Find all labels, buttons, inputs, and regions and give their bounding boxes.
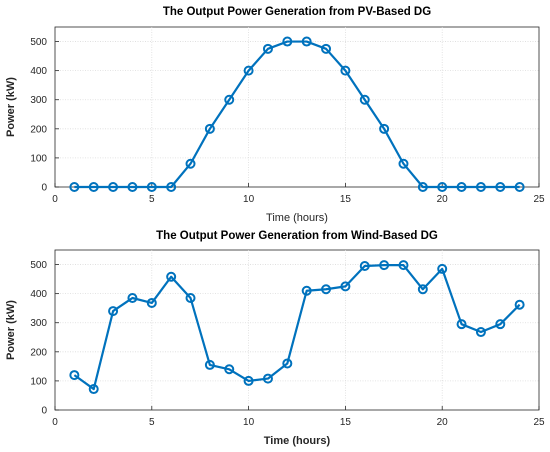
pv-y-tick-label: 100 bbox=[30, 153, 47, 164]
pv-data-point-hour-17 bbox=[379, 123, 390, 134]
wind-y-tick-label: 0 bbox=[41, 406, 47, 417]
wind-y-tick-label: 200 bbox=[30, 347, 47, 358]
pv-y-tick-label: 0 bbox=[41, 183, 47, 194]
pv-series bbox=[69, 36, 525, 192]
pv-data-point-hour-21 bbox=[456, 182, 467, 192]
pv-x-axis-label: Time (hours) bbox=[266, 212, 328, 224]
wind-x-tick-label: 15 bbox=[340, 417, 352, 428]
wind-y-ticks: 0 100 200 300 400 500 bbox=[30, 260, 59, 417]
wind-y-tick-label: 400 bbox=[30, 289, 47, 300]
pv-data-point-hour-5 bbox=[146, 182, 157, 192]
wind-data-point-hour-22 bbox=[475, 327, 486, 338]
pv-data-point-hour-10 bbox=[243, 65, 254, 76]
wind-data-point-hour-2 bbox=[88, 384, 99, 395]
wind-data-point-hour-7 bbox=[185, 293, 196, 303]
pv-data-point-hour-22 bbox=[475, 182, 486, 192]
wind-x-tick-label: 10 bbox=[243, 417, 255, 428]
wind-data-point-hour-23 bbox=[495, 319, 506, 330]
pv-x-ticks: 0 5 10 15 20 25 bbox=[52, 183, 545, 205]
wind-data-point-hour-6 bbox=[166, 271, 177, 282]
pv-data-point-hour-19 bbox=[417, 182, 428, 192]
pv-data-point-hour-18 bbox=[398, 158, 409, 169]
pv-y-tick-label: 400 bbox=[30, 66, 47, 77]
wind-data-point-hour-3 bbox=[108, 306, 119, 317]
pv-x-tick-label: 15 bbox=[340, 194, 352, 205]
wind-data-point-hour-13 bbox=[301, 285, 312, 296]
wind-data-point-hour-17 bbox=[379, 260, 390, 271]
pv-x-tick-label: 10 bbox=[243, 194, 255, 205]
pv-power-panel: The Output Power Generation from PV-Base… bbox=[5, 6, 545, 224]
pv-data-point-hour-14 bbox=[321, 43, 332, 54]
pv-x-tick-label: 0 bbox=[52, 194, 58, 205]
wind-data-point-hour-9 bbox=[224, 364, 235, 375]
wind-data-point-hour-1 bbox=[69, 370, 80, 381]
pv-x-tick-label: 5 bbox=[149, 194, 155, 205]
pv-chart-title: The Output Power Generation from PV-Base… bbox=[163, 6, 431, 18]
wind-data-point-hour-24 bbox=[514, 299, 525, 310]
pv-data-point-hour-4 bbox=[127, 182, 138, 192]
pv-data-point-hour-23 bbox=[495, 182, 506, 192]
wind-x-tick-label: 25 bbox=[533, 417, 545, 428]
pv-data-point-hour-3 bbox=[108, 182, 119, 192]
pv-data-point-hour-24 bbox=[514, 182, 525, 192]
pv-y-tick-label: 500 bbox=[30, 37, 47, 48]
wind-data-point-hour-11 bbox=[262, 373, 273, 384]
pv-data-point-hour-9 bbox=[224, 94, 235, 105]
wind-data-point-hour-16 bbox=[359, 261, 370, 271]
wind-data-point-hour-8 bbox=[204, 359, 215, 370]
pv-data-point-hour-1 bbox=[69, 182, 80, 192]
wind-data-point-hour-5 bbox=[146, 297, 157, 308]
wind-x-tick-label: 20 bbox=[437, 417, 449, 428]
pv-x-tick-label: 25 bbox=[533, 194, 545, 205]
wind-data-point-hour-21 bbox=[456, 319, 467, 330]
wind-y-tick-label: 500 bbox=[30, 260, 47, 271]
wind-data-point-hour-19 bbox=[417, 284, 428, 295]
pv-data-point-hour-20 bbox=[437, 182, 448, 192]
pv-y-axis-label: Power (kW) bbox=[5, 77, 17, 137]
wind-x-axis-label: Time (hours) bbox=[264, 435, 331, 447]
pv-data-point-hour-8 bbox=[204, 123, 215, 134]
wind-x-tick-label: 5 bbox=[149, 417, 155, 428]
wind-power-panel: The Output Power Generation from Wind-Ba… bbox=[5, 230, 545, 447]
wind-x-ticks: 0 5 10 15 20 25 bbox=[52, 406, 545, 428]
pv-data-point-hour-6 bbox=[166, 182, 177, 192]
wind-data-point-hour-4 bbox=[127, 293, 138, 303]
pv-x-tick-label: 20 bbox=[437, 194, 449, 205]
wind-series bbox=[69, 260, 525, 395]
wind-data-point-hour-20 bbox=[437, 263, 448, 274]
wind-y-tick-label: 300 bbox=[30, 318, 47, 329]
pv-y-tick-label: 200 bbox=[30, 124, 47, 135]
wind-data-point-hour-14 bbox=[321, 284, 332, 295]
wind-y-axis-label: Power (kW) bbox=[5, 300, 17, 360]
pv-data-point-hour-16 bbox=[359, 94, 370, 105]
pv-data-point-hour-11 bbox=[262, 43, 273, 54]
pv-y-ticks: 0 100 200 300 400 500 bbox=[30, 37, 59, 194]
wind-chart-title: The Output Power Generation from Wind-Ba… bbox=[156, 230, 438, 242]
wind-data-point-hour-18 bbox=[398, 260, 409, 271]
pv-data-point-hour-7 bbox=[185, 158, 196, 169]
wind-data-point-hour-15 bbox=[340, 281, 351, 292]
pv-data-point-hour-13 bbox=[301, 36, 312, 47]
pv-data-point-hour-12 bbox=[282, 36, 293, 47]
pv-data-point-hour-15 bbox=[340, 65, 351, 76]
pv-data-point-hour-2 bbox=[88, 182, 99, 192]
wind-data-point-hour-12 bbox=[282, 358, 293, 369]
wind-data-point-hour-10 bbox=[243, 375, 254, 386]
pv-plot-area bbox=[54, 26, 540, 188]
pv-y-tick-label: 300 bbox=[30, 95, 47, 106]
wind-x-tick-label: 0 bbox=[52, 417, 58, 428]
wind-y-tick-label: 100 bbox=[30, 376, 47, 387]
pv-gridlines bbox=[55, 27, 539, 187]
